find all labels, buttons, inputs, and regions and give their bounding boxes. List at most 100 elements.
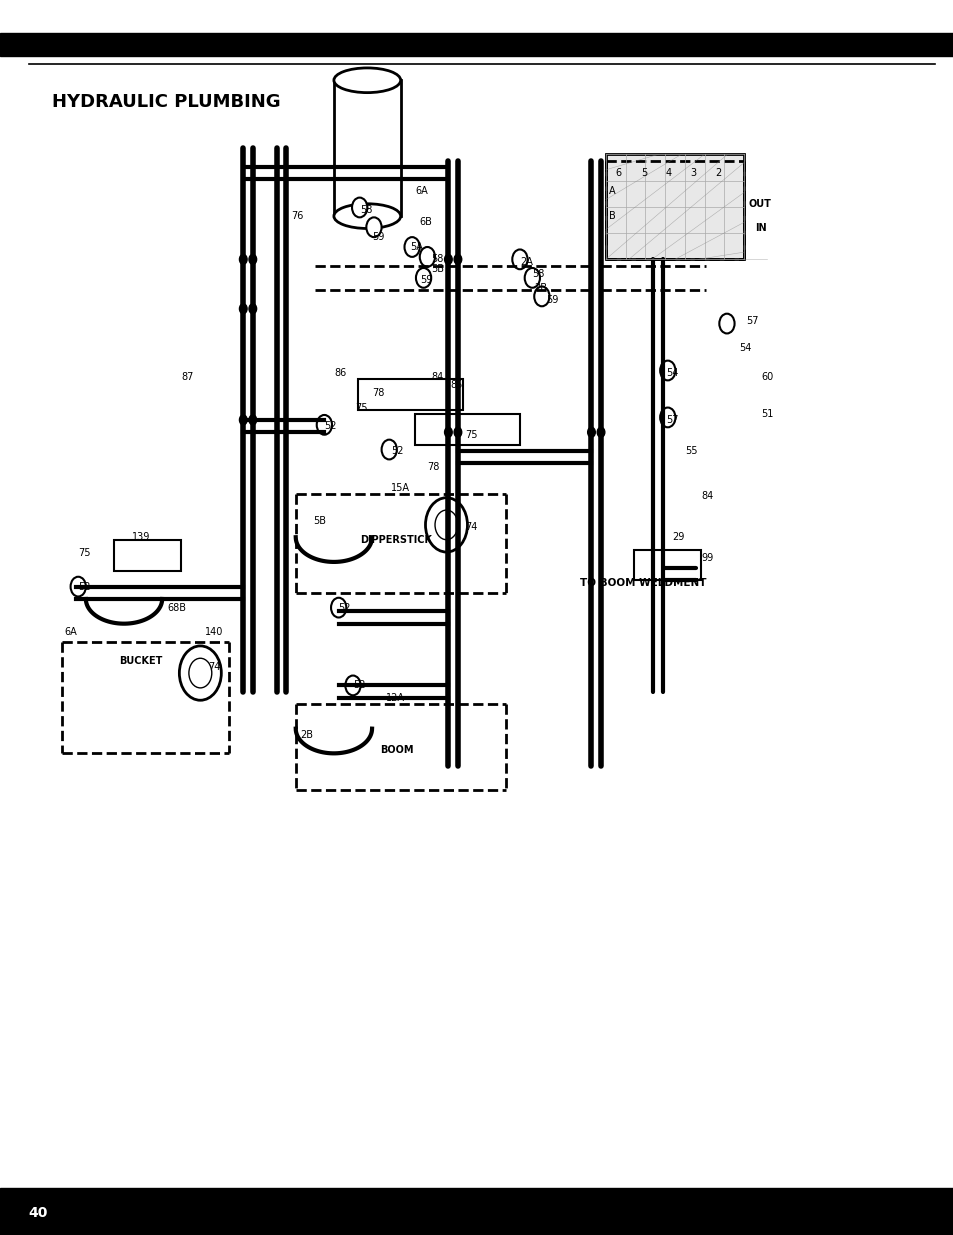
Text: 6A: 6A — [415, 186, 427, 196]
Text: 140: 140 — [205, 627, 223, 637]
Text: 5A: 5A — [410, 242, 422, 252]
Text: 2: 2 — [715, 168, 721, 178]
Circle shape — [425, 498, 467, 552]
Text: 85: 85 — [450, 380, 462, 390]
Text: 2B: 2B — [300, 730, 314, 740]
Text: TO BOOM WELDMENT: TO BOOM WELDMENT — [579, 578, 706, 588]
Text: 6A: 6A — [65, 627, 77, 637]
Text: 74: 74 — [465, 522, 477, 532]
Text: B: B — [608, 211, 615, 221]
Text: 87: 87 — [181, 372, 193, 382]
Text: A: A — [608, 186, 615, 196]
Text: 59: 59 — [419, 275, 432, 285]
Circle shape — [352, 198, 367, 217]
FancyBboxPatch shape — [605, 154, 743, 259]
Circle shape — [444, 427, 452, 437]
Text: 15A: 15A — [391, 483, 410, 493]
Text: 84: 84 — [700, 492, 713, 501]
Text: 52: 52 — [353, 680, 365, 690]
Text: BOOM: BOOM — [379, 745, 413, 755]
Text: 3: 3 — [690, 168, 696, 178]
Bar — [114, 540, 181, 571]
Circle shape — [416, 268, 431, 288]
Circle shape — [249, 304, 256, 314]
Circle shape — [587, 427, 595, 437]
Text: IN: IN — [755, 224, 766, 233]
Circle shape — [659, 408, 675, 427]
Circle shape — [454, 254, 461, 264]
Bar — [0, 33, 953, 56]
Text: 74: 74 — [208, 662, 220, 672]
Circle shape — [381, 440, 396, 459]
Bar — [415, 414, 519, 445]
Text: 2A: 2A — [519, 257, 532, 267]
Text: 58: 58 — [532, 269, 544, 279]
Text: 57: 57 — [665, 415, 678, 425]
Text: 86: 86 — [334, 368, 346, 378]
Text: 29: 29 — [672, 532, 684, 542]
Text: 55: 55 — [684, 446, 697, 456]
Text: 75: 75 — [465, 430, 477, 440]
Circle shape — [239, 304, 247, 314]
Text: 52: 52 — [338, 603, 351, 613]
Circle shape — [512, 249, 527, 269]
Text: 139: 139 — [132, 532, 150, 542]
Text: DIPPERSTICK: DIPPERSTICK — [360, 535, 432, 545]
Circle shape — [450, 425, 465, 445]
Circle shape — [249, 254, 256, 264]
Circle shape — [239, 254, 247, 264]
Text: 84: 84 — [431, 372, 443, 382]
Circle shape — [249, 415, 256, 425]
Circle shape — [404, 237, 419, 257]
Text: 59: 59 — [372, 232, 384, 242]
Text: 5B: 5B — [431, 264, 444, 274]
Bar — [334, 80, 400, 216]
Circle shape — [454, 427, 461, 437]
Circle shape — [316, 415, 332, 435]
Circle shape — [534, 287, 549, 306]
Text: 60: 60 — [760, 372, 773, 382]
Circle shape — [366, 217, 381, 237]
Ellipse shape — [334, 204, 400, 228]
Bar — [357, 379, 462, 410]
Text: 57: 57 — [745, 316, 758, 326]
Text: 40: 40 — [29, 1207, 48, 1220]
Text: 75: 75 — [78, 548, 91, 558]
Circle shape — [189, 658, 212, 688]
Circle shape — [331, 598, 346, 618]
Circle shape — [179, 646, 221, 700]
Circle shape — [597, 427, 604, 437]
Text: 68B: 68B — [167, 603, 186, 613]
Text: HYDRAULIC PLUMBING: HYDRAULIC PLUMBING — [52, 93, 281, 111]
Circle shape — [444, 254, 452, 264]
Text: 5B: 5B — [313, 516, 326, 526]
Circle shape — [239, 415, 247, 425]
Text: 52: 52 — [391, 446, 403, 456]
Text: 58: 58 — [360, 205, 373, 215]
Text: 59: 59 — [545, 295, 558, 305]
Text: 52: 52 — [78, 582, 91, 592]
Circle shape — [419, 247, 435, 267]
Circle shape — [719, 314, 734, 333]
Text: 4: 4 — [665, 168, 671, 178]
Text: OUT: OUT — [748, 199, 771, 209]
Text: 78: 78 — [427, 462, 439, 472]
Circle shape — [435, 510, 457, 540]
Text: BUCKET: BUCKET — [119, 656, 162, 666]
Text: 12A: 12A — [386, 693, 405, 703]
Circle shape — [524, 268, 539, 288]
Text: 6: 6 — [615, 168, 620, 178]
Text: 5: 5 — [640, 168, 647, 178]
Text: 54: 54 — [739, 343, 751, 353]
Text: 58: 58 — [431, 254, 443, 264]
Circle shape — [71, 577, 86, 597]
Text: 76: 76 — [291, 211, 303, 221]
Ellipse shape — [334, 68, 400, 93]
Text: 75: 75 — [355, 403, 367, 412]
Text: 54: 54 — [665, 368, 678, 378]
Text: 78: 78 — [372, 388, 384, 398]
Text: 51: 51 — [760, 409, 773, 419]
Circle shape — [659, 361, 675, 380]
Circle shape — [345, 676, 360, 695]
Text: 52: 52 — [324, 421, 336, 431]
